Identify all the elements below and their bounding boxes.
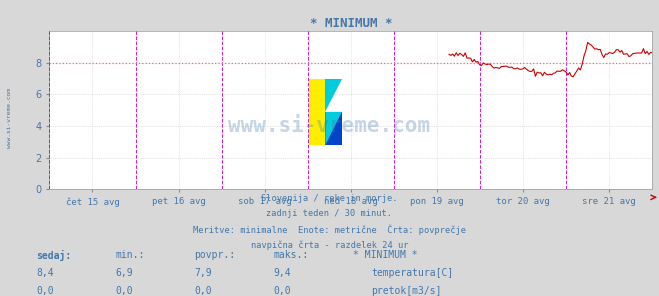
Text: www.si-vreme.com: www.si-vreme.com (229, 116, 430, 136)
Polygon shape (326, 112, 342, 145)
Text: 9,4: 9,4 (273, 268, 291, 279)
Text: sedaj:: sedaj: (36, 250, 71, 261)
Text: 0,0: 0,0 (194, 286, 212, 296)
Text: temperatura[C]: temperatura[C] (371, 268, 453, 279)
Text: www.si-vreme.com: www.si-vreme.com (7, 89, 12, 148)
Text: navpična črta - razdelek 24 ur: navpična črta - razdelek 24 ur (251, 240, 408, 250)
Polygon shape (326, 78, 342, 112)
Text: 0,0: 0,0 (36, 286, 54, 296)
Text: 0,0: 0,0 (115, 286, 133, 296)
Text: min.:: min.: (115, 250, 145, 260)
Text: povpr.:: povpr.: (194, 250, 235, 260)
Polygon shape (308, 78, 326, 145)
Polygon shape (326, 112, 342, 145)
Text: Meritve: minimalne  Enote: metrične  Črta: povprečje: Meritve: minimalne Enote: metrične Črta:… (193, 225, 466, 235)
Text: 0,0: 0,0 (273, 286, 291, 296)
Title: * MINIMUM *: * MINIMUM * (310, 17, 392, 30)
Text: 8,4: 8,4 (36, 268, 54, 279)
Text: * MINIMUM *: * MINIMUM * (353, 250, 417, 260)
Text: maks.:: maks.: (273, 250, 308, 260)
Text: 7,9: 7,9 (194, 268, 212, 279)
Text: zadnji teden / 30 minut.: zadnji teden / 30 minut. (266, 209, 393, 218)
Text: 6,9: 6,9 (115, 268, 133, 279)
Text: Slovenija / reke in morje.: Slovenija / reke in morje. (261, 194, 398, 203)
Text: pretok[m3/s]: pretok[m3/s] (371, 286, 442, 296)
